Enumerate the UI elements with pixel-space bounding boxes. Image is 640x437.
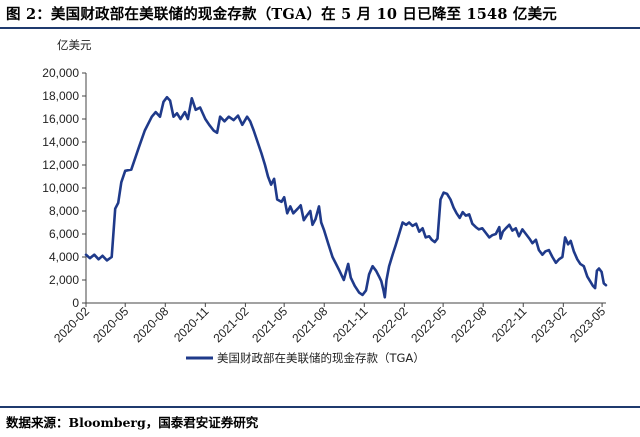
x-tick-label: 2021-11 <box>330 304 371 345</box>
y-unit-label: 亿美元 <box>57 38 92 52</box>
y-tick-label: 12,000 <box>42 158 79 172</box>
y-tick-label: 10,000 <box>42 181 79 195</box>
x-tick-label: 2021-02 <box>210 304 251 345</box>
y-tick-label: 8,000 <box>49 204 79 218</box>
x-tick-label: 2022-11 <box>489 304 530 345</box>
y-tick-label: 20,000 <box>42 66 79 80</box>
x-tick-label: 2022-08 <box>448 304 489 345</box>
y-tick-label: 16,000 <box>42 112 79 126</box>
x-tick-label: 2020-11 <box>171 304 212 345</box>
y-tick-label: 18,000 <box>42 89 79 103</box>
x-tick-label: 2020-05 <box>90 304 131 345</box>
bottom-rule <box>0 406 640 408</box>
y-tick-label: 0 <box>72 296 79 310</box>
x-tick-label: 2020-08 <box>130 304 171 345</box>
chart-title: 图 2：美国财政部在美联储的现金存款（TGA）在 5 月 10 日已降至 154… <box>6 6 557 23</box>
tga-line-chart: 亿美元 0 2,000 4,000 6,000 8,000 10,000 12,000 14,… <box>42 38 608 365</box>
legend-label: 美国财政部在美联储的现金存款（TGA） <box>217 351 425 365</box>
x-tick-label: 2021-08 <box>289 304 330 345</box>
x-tick-label: 2022-02 <box>369 304 410 345</box>
y-tick-label: 4,000 <box>49 250 79 264</box>
y-tick-label: 2,000 <box>49 273 79 287</box>
x-tick-label: 2023-05 <box>567 304 608 345</box>
source-note: 数据来源：Bloomberg，国泰君安证券研究 <box>6 415 259 430</box>
x-tick-label: 2022-05 <box>408 304 449 345</box>
tga-series-line <box>84 95 608 299</box>
x-tick-label: 2021-05 <box>249 304 290 345</box>
legend: 美国财政部在美联储的现金存款（TGA） <box>186 351 425 365</box>
x-tick-label: 2023-02 <box>528 304 569 345</box>
y-tick-label: 6,000 <box>49 227 79 241</box>
top-rule <box>0 27 640 29</box>
y-axis-ticks: 0 2,000 4,000 6,000 8,000 10,000 12,000 14,000 1… <box>42 66 86 310</box>
y-tick-label: 14,000 <box>42 135 79 149</box>
x-tick-label: 2020-02 <box>51 304 92 345</box>
